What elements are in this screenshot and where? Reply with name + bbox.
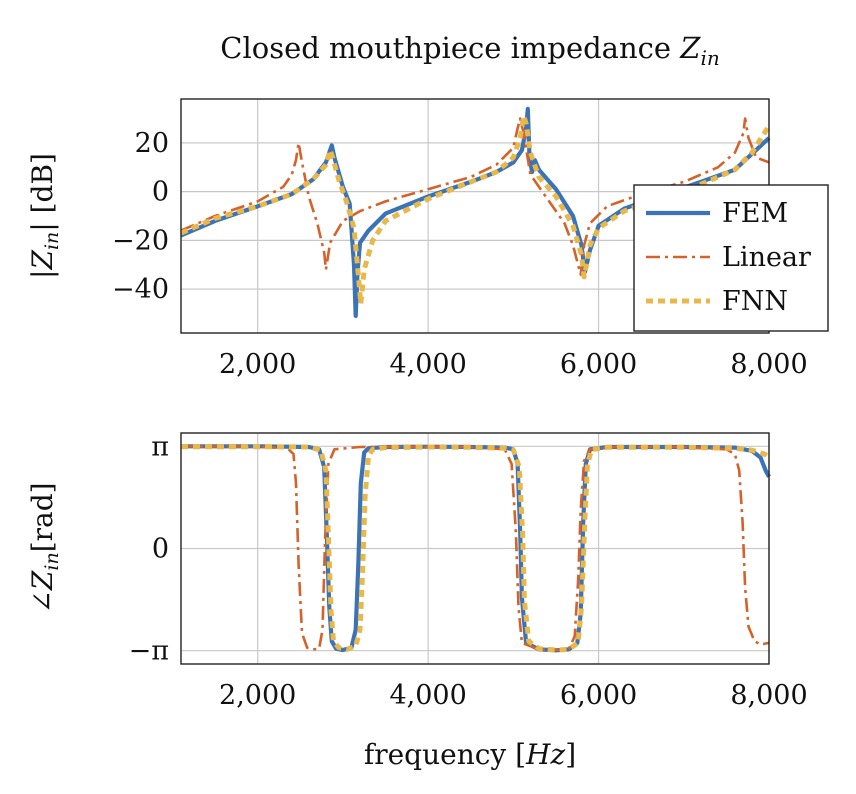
phase-series — [180, 444, 771, 653]
phase-ticks: 2,000 4,000 6,000 8,000 π 0 −π — [129, 431, 808, 711]
magnitude-y-tick-label: 20 — [135, 128, 169, 159]
legend: FEM Linear FNN — [633, 184, 829, 332]
phase-y-tick-label: −π — [129, 636, 169, 667]
phase-plot-frame — [180, 432, 770, 665]
legend-box — [633, 184, 829, 332]
phase-series-fnn — [181, 444, 771, 653]
phase-y-tick-label: π — [151, 431, 169, 462]
phase-y-tick-label: 0 — [152, 534, 169, 565]
phase-series-linear — [180, 445, 770, 652]
phase-x-tick-label: 4,000 — [389, 680, 466, 711]
phase-x-tick-label: 2,000 — [219, 680, 296, 711]
phase-y-axis-label: ∠Zin[rad] — [26, 482, 63, 613]
x-axis-label: frequency [Hz] — [364, 738, 576, 771]
magnitude-series — [180, 106, 772, 318]
magnitude-x-tick-label: 8,000 — [730, 349, 807, 380]
chart-title: Closed mouthpiece impedance Zin — [220, 31, 719, 70]
legend-label-fnn: FNN — [722, 286, 788, 317]
phase-plot: 2,000 4,000 6,000 8,000 π 0 −π ∠Zin[rad] — [26, 431, 808, 711]
magnitude-ticks: 2,000 4,000 6,000 8,000 20 0 −20 −40 — [112, 128, 808, 380]
magnitude-series-fnn — [180, 113, 772, 307]
magnitude-y-axis-label: |Zin| [dB] — [26, 153, 63, 279]
magnitude-x-tick-label: 4,000 — [389, 349, 466, 380]
magnitude-x-tick-label: 2,000 — [219, 349, 296, 380]
phase-x-tick-label: 8,000 — [730, 680, 807, 711]
magnitude-y-tick-label: 0 — [152, 177, 169, 208]
legend-label-linear: Linear — [722, 242, 811, 273]
magnitude-y-tick-label: −20 — [112, 225, 169, 256]
magnitude-series-linear — [180, 117, 770, 276]
magnitude-plot: 2,000 4,000 6,000 8,000 20 0 −20 −40 |Zin| [dB]… — [26, 98, 829, 380]
magnitude-x-tick-label: 6,000 — [560, 349, 637, 380]
phase-grid — [181, 433, 770, 664]
phase-x-tick-label: 6,000 — [560, 680, 637, 711]
magnitude-y-tick-label: −40 — [112, 274, 169, 305]
legend-label-fem: FEM — [722, 198, 788, 229]
